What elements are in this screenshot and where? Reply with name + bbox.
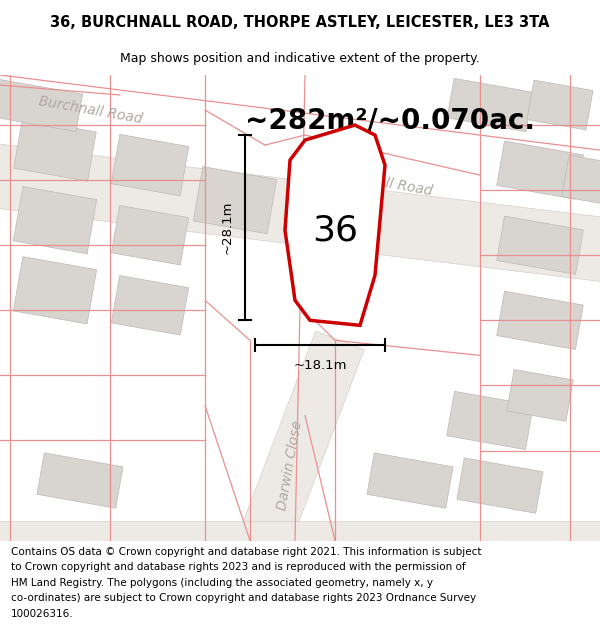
Polygon shape [562, 155, 600, 205]
Polygon shape [0, 79, 83, 132]
Text: ~28.1m: ~28.1m [221, 201, 233, 254]
Polygon shape [527, 80, 593, 130]
Text: 100026316.: 100026316. [11, 609, 73, 619]
Polygon shape [367, 453, 453, 508]
Polygon shape [13, 186, 97, 254]
Text: to Crown copyright and database rights 2023 and is reproduced with the permissio: to Crown copyright and database rights 2… [11, 562, 466, 572]
Polygon shape [285, 125, 385, 326]
Polygon shape [497, 141, 583, 199]
Polygon shape [0, 143, 600, 282]
Polygon shape [13, 257, 97, 324]
Text: co-ordinates) are subject to Crown copyright and database rights 2023 Ordnance S: co-ordinates) are subject to Crown copyr… [11, 593, 476, 603]
Text: Burchnall Road: Burchnall Road [37, 94, 143, 126]
Text: HM Land Registry. The polygons (including the associated geometry, namely x, y: HM Land Registry. The polygons (includin… [11, 578, 433, 587]
Polygon shape [507, 369, 573, 421]
Polygon shape [0, 521, 600, 561]
Text: ~18.1m: ~18.1m [293, 359, 347, 372]
Polygon shape [457, 458, 543, 513]
Text: Darwin Close: Darwin Close [275, 419, 305, 512]
Polygon shape [447, 78, 533, 132]
Polygon shape [14, 119, 96, 181]
Polygon shape [37, 453, 123, 508]
Text: 36, BURCHNALL ROAD, THORPE ASTLEY, LEICESTER, LE3 3TA: 36, BURCHNALL ROAD, THORPE ASTLEY, LEICE… [50, 15, 550, 30]
Text: Contains OS data © Crown copyright and database right 2021. This information is : Contains OS data © Crown copyright and d… [11, 546, 481, 556]
Polygon shape [111, 134, 189, 196]
Polygon shape [447, 391, 533, 449]
Text: 36: 36 [312, 213, 358, 248]
Text: Map shows position and indicative extent of the property.: Map shows position and indicative extent… [120, 52, 480, 65]
Text: Burchnall Road: Burchnall Road [327, 166, 433, 198]
Polygon shape [236, 331, 364, 560]
Polygon shape [112, 206, 188, 265]
Text: ~282m²/~0.070ac.: ~282m²/~0.070ac. [245, 106, 535, 134]
Polygon shape [112, 276, 188, 335]
Polygon shape [497, 291, 583, 349]
Polygon shape [193, 166, 277, 234]
Polygon shape [497, 216, 583, 274]
